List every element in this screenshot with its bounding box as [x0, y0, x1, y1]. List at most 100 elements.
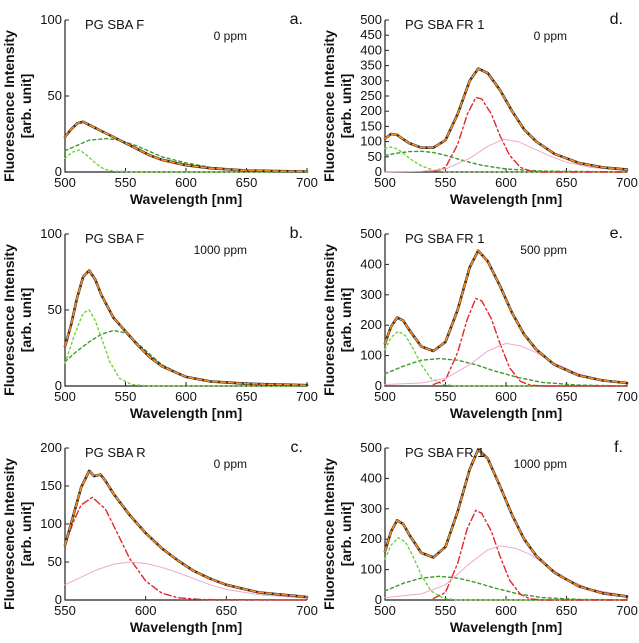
series-line-component-3: [384, 537, 628, 601]
series-line-component-2: [64, 496, 308, 601]
y-tick-label: 0: [55, 164, 62, 179]
y-axis-label: Fluorescence Intensity: [1, 244, 17, 396]
series-line-component-3: [64, 149, 308, 173]
axis-frame: [384, 234, 627, 387]
x-tick-label: 550: [435, 175, 457, 190]
y-tick-label: 200: [360, 317, 382, 332]
x-tick-label: 500: [374, 603, 396, 618]
x-axis-label: Wavelength [nm]: [130, 405, 242, 421]
x-tick-label: 700: [296, 175, 318, 190]
series-line-component-2: [384, 150, 628, 173]
x-tick-label: 650: [556, 389, 578, 404]
x-tick-label: 600: [175, 389, 197, 404]
x-tick-label: 500: [374, 389, 396, 404]
axis-frame: [384, 448, 627, 601]
panel-letter: a.: [290, 11, 303, 28]
series-line-fit-1: [64, 269, 308, 386]
y-tick-label: 150: [40, 478, 62, 493]
x-tick-label: 550: [435, 603, 457, 618]
series-line-component-4: [432, 297, 628, 387]
panel-f: 500 550 600 650 700 0 100 200 300 400 500 Wavelengt…: [320, 428, 639, 642]
x-tick-label: 700: [616, 175, 638, 190]
panel-letter: d.: [610, 11, 623, 28]
panel-d: 500 550 600 650 700 0 50 100 150 200 250 300 350 400 4…: [320, 0, 639, 214]
concentration-label: 1000 ppm: [514, 457, 567, 471]
series-line-fit-1: [64, 121, 308, 173]
series-line-component-3: [384, 330, 628, 387]
y-tick-label: 100: [40, 516, 62, 531]
series-line-component-4: [432, 509, 628, 601]
y-axis-label: Fluorescence Intensity: [1, 458, 17, 610]
y-axis-label: Fluorescence Intensity: [321, 30, 337, 182]
y-tick-label: 0: [55, 592, 62, 607]
panel-title: PG SBA R: [85, 445, 146, 460]
panel-title: PG SBA FR 1: [405, 17, 484, 32]
x-tick-label: 550: [54, 603, 76, 618]
y-axis-label: Fluorescence Intensity: [321, 458, 337, 610]
y-tick-label: 300: [360, 501, 382, 516]
y-axis-label: Fluorescence Intensity: [321, 244, 337, 396]
panel-letter: c.: [291, 439, 303, 456]
y-tick-label: 100: [360, 348, 382, 363]
series-line-fit-1: [384, 249, 628, 384]
y-tick-label: 500: [360, 226, 382, 241]
y-tick-label: 200: [360, 103, 382, 118]
panel-letter: e.: [610, 225, 623, 242]
concentration-label: 0 ppm: [214, 457, 247, 471]
chart-d: 500 550 600 650 700 0501001502002503003504004…: [321, 11, 638, 207]
chart-e: 500 550 600 650 700 0 100 200 300 400 500 Wavelengt…: [321, 225, 638, 421]
y-tick-label: 200: [360, 531, 382, 546]
series-line-component-4: [432, 96, 628, 173]
y-axis-unit-label: [arb. unit]: [18, 74, 34, 139]
chart-f: 500 550 600 650 700 0 100 200 300 400 500 Wavelengt…: [321, 439, 638, 635]
series-line-component-2: [384, 357, 628, 387]
x-tick-label: 550: [115, 389, 137, 404]
y-axis-unit-label: [arb. unit]: [18, 502, 34, 567]
y-tick-label: 150: [360, 118, 382, 133]
concentration-label: 500 ppm: [520, 243, 567, 257]
y-tick-label: 250: [360, 88, 382, 103]
series-line-component-3: [64, 561, 308, 599]
y-tick-label: 100: [40, 12, 62, 27]
y-tick-label: 100: [360, 562, 382, 577]
series-line-measured-0: [63, 120, 309, 173]
y-tick-label: 0: [375, 164, 382, 179]
concentration-label: 0 ppm: [214, 29, 247, 43]
x-axis-label: Wavelength [nm]: [130, 191, 242, 207]
y-tick-label: 350: [360, 58, 382, 73]
x-tick-label: 700: [296, 603, 318, 618]
series-line-component-2: [384, 575, 628, 601]
x-tick-label: 600: [495, 175, 517, 190]
x-tick-label: 600: [135, 603, 157, 618]
y-tick-label: 100: [40, 226, 62, 241]
x-tick-label: 550: [115, 175, 137, 190]
x-tick-label: 650: [556, 175, 578, 190]
x-tick-label: 600: [495, 389, 517, 404]
y-tick-label: 50: [48, 88, 62, 103]
y-axis-unit-label: [arb. unit]: [338, 288, 354, 353]
x-tick-label: 550: [435, 389, 457, 404]
concentration-label: 0 ppm: [534, 29, 567, 43]
series-line-fit-1: [384, 448, 628, 598]
x-axis-label: Wavelength [nm]: [450, 405, 562, 421]
y-tick-label: 0: [55, 378, 62, 393]
chart-b: 500 550 600 650 700 0 50 100 Wavelength [nm] Fluo…: [1, 225, 318, 421]
y-axis-unit-label: [arb. unit]: [338, 502, 354, 567]
y-tick-label: 50: [48, 302, 62, 317]
y-axis-unit-label: [arb. unit]: [338, 74, 354, 139]
chart-c: 550 600 650 700 0 50 100 150 200 Wavelength [nm] F…: [1, 439, 318, 635]
panel-e: 500 550 600 650 700 0 100 200 300 400 500 Wavelengt…: [320, 214, 639, 428]
x-axis-label: Wavelength [nm]: [130, 619, 242, 635]
panel-title: PG SBA F: [85, 17, 144, 32]
axis-frame: [64, 448, 307, 601]
x-tick-label: 700: [616, 389, 638, 404]
axis-frame: [64, 234, 307, 387]
y-tick-label: 400: [360, 470, 382, 485]
y-tick-label: 500: [360, 12, 382, 27]
y-tick-label: 300: [360, 287, 382, 302]
x-tick-label: 600: [175, 175, 197, 190]
y-tick-label: 300: [360, 73, 382, 88]
x-tick-label: 650: [236, 389, 258, 404]
y-tick-label: 0: [375, 378, 382, 393]
